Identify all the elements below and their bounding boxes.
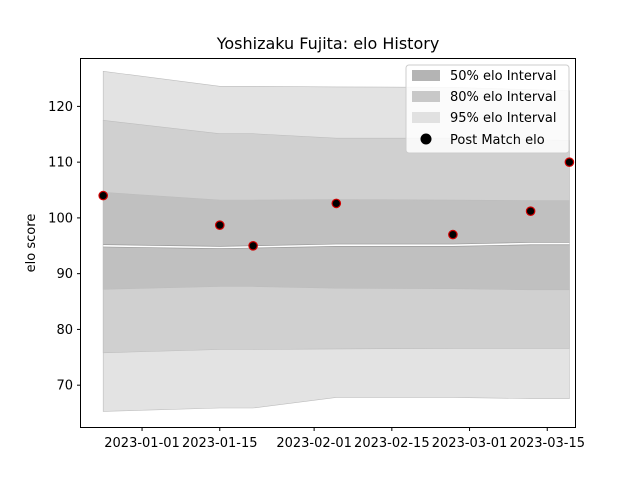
legend-marker-post-match <box>420 133 432 145</box>
x-tick-label-2023-02-01: 2023-02-01 <box>276 436 352 451</box>
x-tick-label-2023-02-15: 2023-02-15 <box>354 436 430 451</box>
legend-swatch-80 <box>412 91 440 102</box>
legend-label-50: 50% elo Interval <box>450 69 557 84</box>
y-tick-label-110: 110 <box>48 156 73 171</box>
y-tick-label-120: 120 <box>48 100 73 115</box>
median-line <box>103 242 570 249</box>
x-tick-label-2023-01-01: 2023-01-01 <box>104 436 180 451</box>
y-axis-label: elo score <box>24 214 39 273</box>
plot-area <box>98 70 575 412</box>
legend: 50% elo Interval 80% elo Interval 95% el… <box>405 64 570 154</box>
legend-box <box>405 64 570 154</box>
x-tick-label-2023-03-15: 2023-03-15 <box>509 436 585 451</box>
post-match-point-1 <box>98 190 108 201</box>
legend-swatch-50 <box>412 70 440 81</box>
post-match-point-3 <box>248 241 258 251</box>
post-match-point-5 <box>448 229 458 240</box>
post-match-point-7 <box>564 157 575 167</box>
post-match-point-6 <box>525 206 536 216</box>
legend-label-80: 80% elo Interval <box>450 90 557 105</box>
x-tick-label-2023-03-01: 2023-03-01 <box>432 436 508 451</box>
legend-label-post-match: Post Match elo <box>450 133 545 148</box>
y-tick-label-70: 70 <box>56 379 73 394</box>
y-tick-label-90: 90 <box>56 267 73 282</box>
x-tick-label-2023-01-15: 2023-01-15 <box>182 436 258 451</box>
chart-title: Yoshizaku Fujita: elo History <box>216 34 440 53</box>
legend-label-95: 95% elo Interval <box>450 111 557 126</box>
y-tick-label-80: 80 <box>56 323 73 338</box>
axes: 70 80 90 100 110 120 2023-01-01 2023-01-15 2023-… <box>48 100 585 451</box>
band-50-interval <box>102 191 570 291</box>
y-tick-label-100: 100 <box>48 211 73 226</box>
plot-frame <box>80 58 576 428</box>
legend-swatch-95 <box>412 112 440 123</box>
post-match-point-2 <box>215 220 225 230</box>
post-match-point-4 <box>331 198 342 209</box>
